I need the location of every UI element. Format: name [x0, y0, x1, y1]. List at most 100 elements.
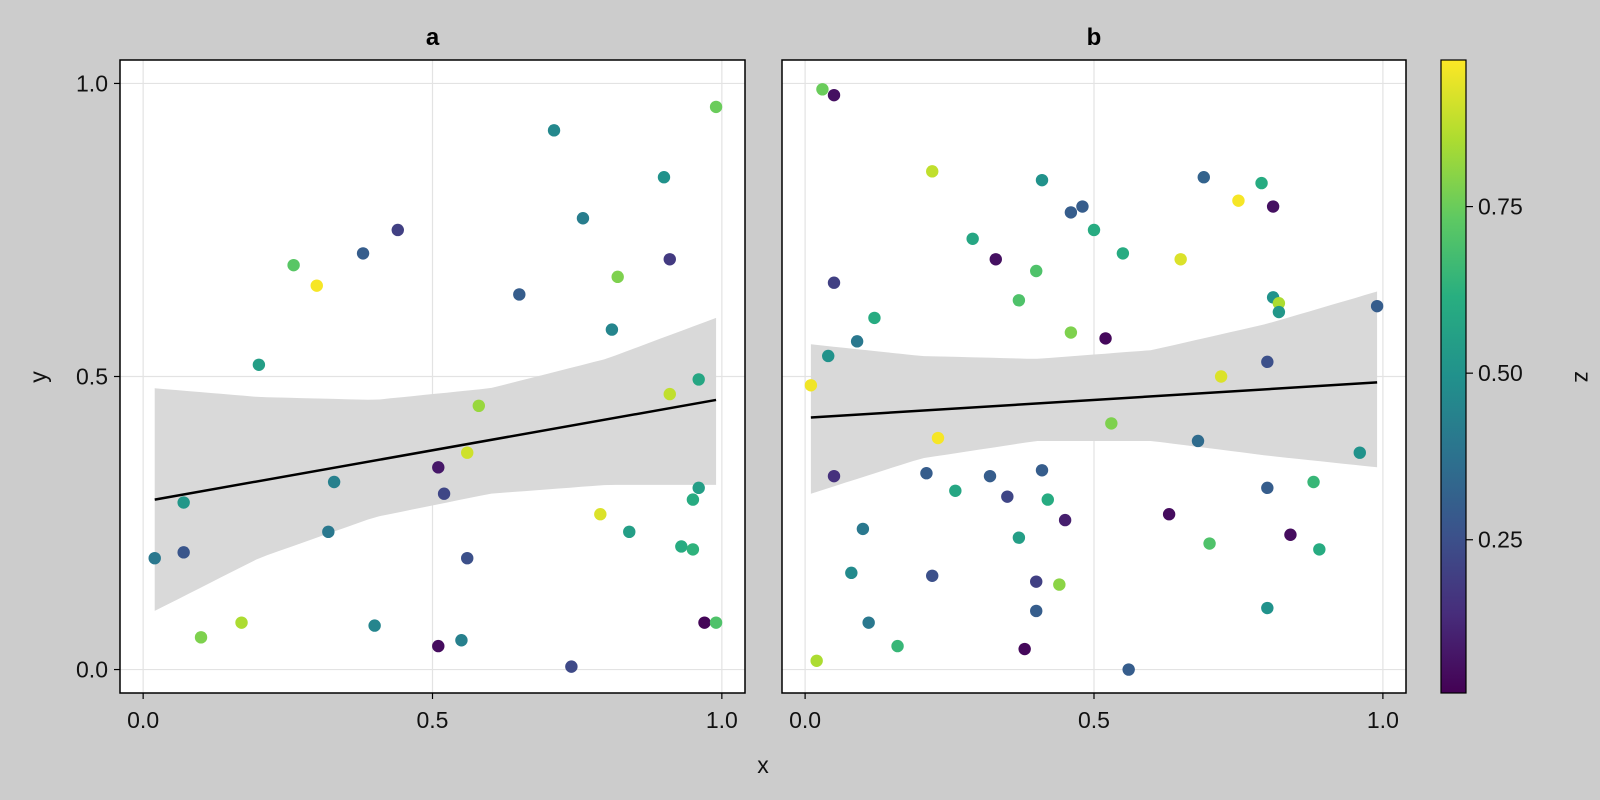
confidence-band	[810, 291, 1378, 494]
data-point	[845, 566, 858, 580]
data-point	[816, 83, 829, 96]
panel-title: a	[426, 24, 440, 51]
y-tick-label: 0.0	[76, 657, 108, 683]
data-point	[565, 660, 578, 673]
data-point	[983, 469, 997, 483]
x-tick-label: 0.0	[127, 707, 159, 733]
data-point	[868, 311, 881, 325]
data-point	[1255, 176, 1268, 190]
data-point	[1272, 305, 1286, 319]
data-point	[698, 616, 711, 629]
panels: a 0.0 0.5 1.0 0.0 0.5 1.0 b 0.0 0.5 1.0	[76, 24, 1407, 733]
data-point	[862, 616, 875, 629]
data-point	[623, 525, 636, 539]
data-point	[177, 546, 190, 559]
data-point	[432, 639, 445, 653]
data-point	[1087, 223, 1101, 237]
colorbar-tick-label: 0.25	[1478, 527, 1523, 553]
data-point	[455, 634, 468, 647]
data-point	[1064, 326, 1078, 339]
data-point	[1191, 434, 1205, 448]
data-point	[663, 253, 676, 266]
data-point	[1307, 475, 1320, 489]
data-point	[1035, 464, 1049, 477]
colorbar-label: z	[1570, 371, 1596, 383]
data-point	[692, 481, 705, 495]
x-tick-label: 0.5	[417, 707, 449, 733]
panel-a: a 0.0 0.5 1.0 0.0 0.5 1.0	[76, 24, 746, 733]
data-point	[461, 446, 474, 459]
data-point	[235, 616, 248, 629]
y-tick-label: 1.0	[76, 70, 108, 96]
colorbar-tick-label: 0.50	[1478, 360, 1523, 386]
data-point	[827, 469, 841, 483]
data-point	[437, 487, 451, 500]
regression-line	[810, 381, 1378, 419]
x-tick-label: 0.5	[1078, 707, 1110, 733]
data-point	[709, 100, 723, 114]
data-point	[1284, 528, 1297, 541]
x-tick-label: 1.0	[1367, 707, 1399, 733]
data-point	[1064, 206, 1078, 219]
data-point	[287, 258, 300, 272]
panel-title: b	[1087, 24, 1102, 51]
data-point	[1053, 578, 1066, 591]
x-axis-label: x	[757, 752, 769, 778]
colorbar-tick-label: 0.75	[1478, 194, 1523, 220]
panel-b: b 0.0 0.5 1.0	[781, 24, 1407, 733]
data-point	[432, 461, 445, 474]
data-point	[461, 551, 474, 565]
data-point	[1214, 370, 1228, 383]
data-point	[1261, 355, 1274, 369]
data-point	[657, 171, 671, 184]
data-point	[989, 253, 1002, 266]
data-point	[1116, 247, 1130, 260]
data-point	[1030, 264, 1043, 278]
data-point	[663, 387, 676, 401]
data-point	[1353, 446, 1366, 459]
data-point	[148, 551, 161, 565]
data-point	[194, 631, 208, 644]
data-point	[1232, 194, 1245, 207]
data-point	[686, 543, 700, 556]
data-point	[827, 88, 841, 102]
data-point	[675, 540, 688, 553]
data-point	[1162, 508, 1176, 521]
data-point	[1012, 531, 1026, 544]
data-point	[926, 165, 939, 178]
data-point	[1041, 493, 1054, 506]
data-point	[611, 270, 624, 284]
data-point	[1203, 537, 1216, 550]
data-point	[692, 373, 705, 386]
data-point	[576, 212, 590, 225]
data-point	[1076, 200, 1089, 213]
data-point	[966, 232, 979, 245]
data-point	[1197, 171, 1210, 184]
data-point	[856, 522, 870, 536]
data-point	[931, 431, 945, 445]
data-point	[1001, 490, 1014, 503]
data-point	[1266, 200, 1280, 213]
data-point	[1370, 299, 1384, 313]
data-point	[949, 484, 962, 497]
data-point	[1313, 543, 1326, 556]
data-point	[368, 619, 381, 632]
data-point	[822, 349, 835, 363]
data-point	[1035, 173, 1049, 187]
colorbar: 0.25 0.50 0.75 z	[1440, 59, 1596, 694]
x-tick-label: 1.0	[706, 707, 738, 733]
data-point	[1122, 663, 1135, 676]
data-point	[310, 279, 323, 292]
data-point	[327, 475, 341, 489]
data-point	[810, 654, 823, 667]
data-point	[827, 276, 841, 289]
data-point	[1018, 642, 1031, 656]
data-point	[1099, 332, 1112, 345]
data-point	[513, 288, 526, 301]
data-point	[356, 247, 370, 260]
data-point	[594, 508, 607, 521]
data-point	[322, 525, 335, 539]
data-point	[1105, 417, 1118, 430]
data-point	[1030, 575, 1043, 588]
